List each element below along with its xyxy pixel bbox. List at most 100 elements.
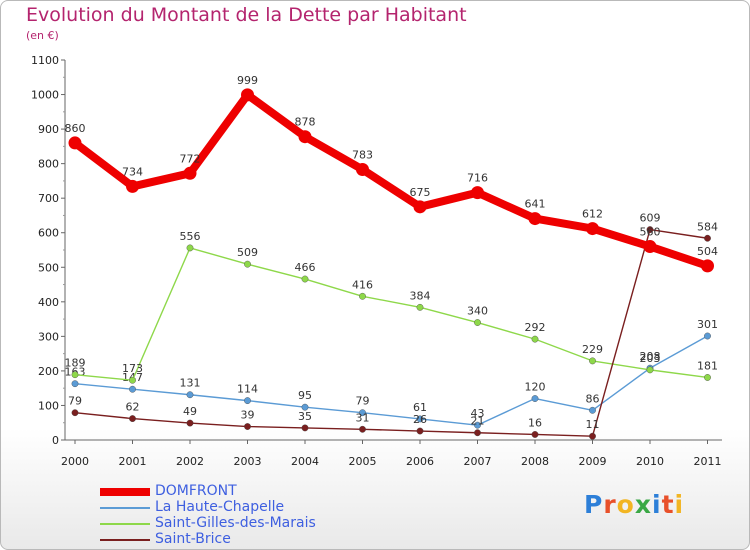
x-tick-label: 2009 xyxy=(579,455,607,468)
x-tick-label: 2010 xyxy=(636,455,664,468)
data-point xyxy=(474,421,481,429)
logo-letter: i xyxy=(674,490,685,519)
data-label: 384 xyxy=(410,289,431,302)
data-label: 208 xyxy=(640,350,661,363)
data-point xyxy=(531,395,539,402)
legend-label: Saint-Gilles-des-Marais xyxy=(155,515,316,531)
data-label: 609 xyxy=(640,212,661,225)
data-point xyxy=(126,179,139,193)
data-point xyxy=(413,200,427,214)
data-label: 612 xyxy=(582,208,603,221)
data-label: 772 xyxy=(180,152,201,165)
legend-swatch xyxy=(100,488,150,496)
data-point xyxy=(643,240,657,254)
y-tick-label: 1000 xyxy=(31,89,59,102)
data-label: 504 xyxy=(697,245,718,258)
logo-letter: t xyxy=(661,490,675,519)
data-point xyxy=(474,319,481,326)
data-label: 556 xyxy=(180,230,201,243)
chart-subtitle: (en €) xyxy=(26,29,59,42)
logo-letter: o xyxy=(616,490,635,519)
data-point xyxy=(301,275,309,283)
proxiti-logo: Proxiti xyxy=(584,490,684,519)
data-label: 120 xyxy=(525,381,546,394)
data-point xyxy=(298,130,312,144)
data-point xyxy=(301,403,309,411)
data-point xyxy=(71,371,79,379)
data-point xyxy=(474,429,481,437)
data-point xyxy=(471,186,484,200)
data-label: 131 xyxy=(180,377,201,390)
legend-item: Saint-Brice xyxy=(100,531,360,548)
legend-item: Saint-Gilles-des-Marais xyxy=(100,515,360,532)
data-label: 79 xyxy=(356,395,370,408)
data-label: 229 xyxy=(582,343,603,356)
x-tick-label: 2005 xyxy=(349,455,377,468)
y-tick-label: 800 xyxy=(38,158,59,171)
data-label: 878 xyxy=(295,116,316,129)
y-tick-label: 900 xyxy=(38,123,59,136)
data-label: 189 xyxy=(65,357,86,370)
y-tick-label: 300 xyxy=(38,330,59,343)
data-point xyxy=(359,425,366,433)
data-label: 292 xyxy=(525,321,546,334)
data-label: 560 xyxy=(640,226,661,239)
x-tick-label: 2007 xyxy=(464,455,492,468)
logo-letter: x xyxy=(634,490,652,519)
data-label: 31 xyxy=(356,411,370,424)
y-tick-label: 600 xyxy=(38,227,59,240)
y-tick-label: 1100 xyxy=(31,54,59,67)
data-label: 584 xyxy=(697,220,718,233)
data-point xyxy=(701,259,714,273)
data-label: 79 xyxy=(68,395,82,408)
x-tick-label: 2006 xyxy=(406,455,434,468)
data-label: 716 xyxy=(467,172,488,185)
data-label: 114 xyxy=(237,383,258,396)
data-label: 16 xyxy=(528,416,542,429)
legend-item: DOMFRONT xyxy=(100,483,360,500)
data-label: 416 xyxy=(352,278,373,291)
logo-letter: i xyxy=(652,490,662,519)
data-point xyxy=(359,292,366,300)
data-label: 43 xyxy=(471,407,485,420)
data-point xyxy=(129,415,136,422)
y-tick-label: 400 xyxy=(38,296,59,309)
data-label: 39 xyxy=(241,409,255,422)
data-point xyxy=(704,234,711,242)
y-tick-label: 200 xyxy=(38,365,59,378)
x-tick-label: 2000 xyxy=(61,455,89,468)
data-label: 26 xyxy=(413,413,427,426)
data-label: 181 xyxy=(697,359,718,372)
data-point xyxy=(71,380,79,388)
legend-label: Saint-Brice xyxy=(155,531,231,547)
data-label: 340 xyxy=(467,305,488,318)
data-point xyxy=(241,88,254,102)
legend-swatch xyxy=(100,507,150,509)
data-point xyxy=(183,166,197,180)
data-label: 203 xyxy=(640,352,661,365)
data-point xyxy=(589,432,596,440)
legend-item: La Haute-Chapelle xyxy=(100,499,360,516)
data-label: 49 xyxy=(183,405,197,418)
x-tick-label: 2011 xyxy=(694,455,722,468)
data-label: 509 xyxy=(237,246,258,259)
x-tick-label: 2003 xyxy=(234,455,262,468)
data-point xyxy=(704,374,711,381)
x-tick-label: 2001 xyxy=(119,455,147,468)
data-label: 999 xyxy=(237,74,258,87)
data-point xyxy=(186,391,194,399)
data-point xyxy=(589,406,596,414)
legend-swatch xyxy=(100,523,150,525)
data-label: 21 xyxy=(471,415,485,428)
data-point xyxy=(71,409,79,417)
data-point xyxy=(416,303,424,311)
data-label: 783 xyxy=(352,149,373,162)
data-label: 86 xyxy=(586,392,600,405)
data-point xyxy=(589,357,596,365)
data-point xyxy=(646,226,654,234)
legend-label: La Haute-Chapelle xyxy=(155,499,285,515)
data-point xyxy=(186,244,194,252)
x-tick-label: 2008 xyxy=(521,455,549,468)
data-label: 35 xyxy=(298,410,312,423)
